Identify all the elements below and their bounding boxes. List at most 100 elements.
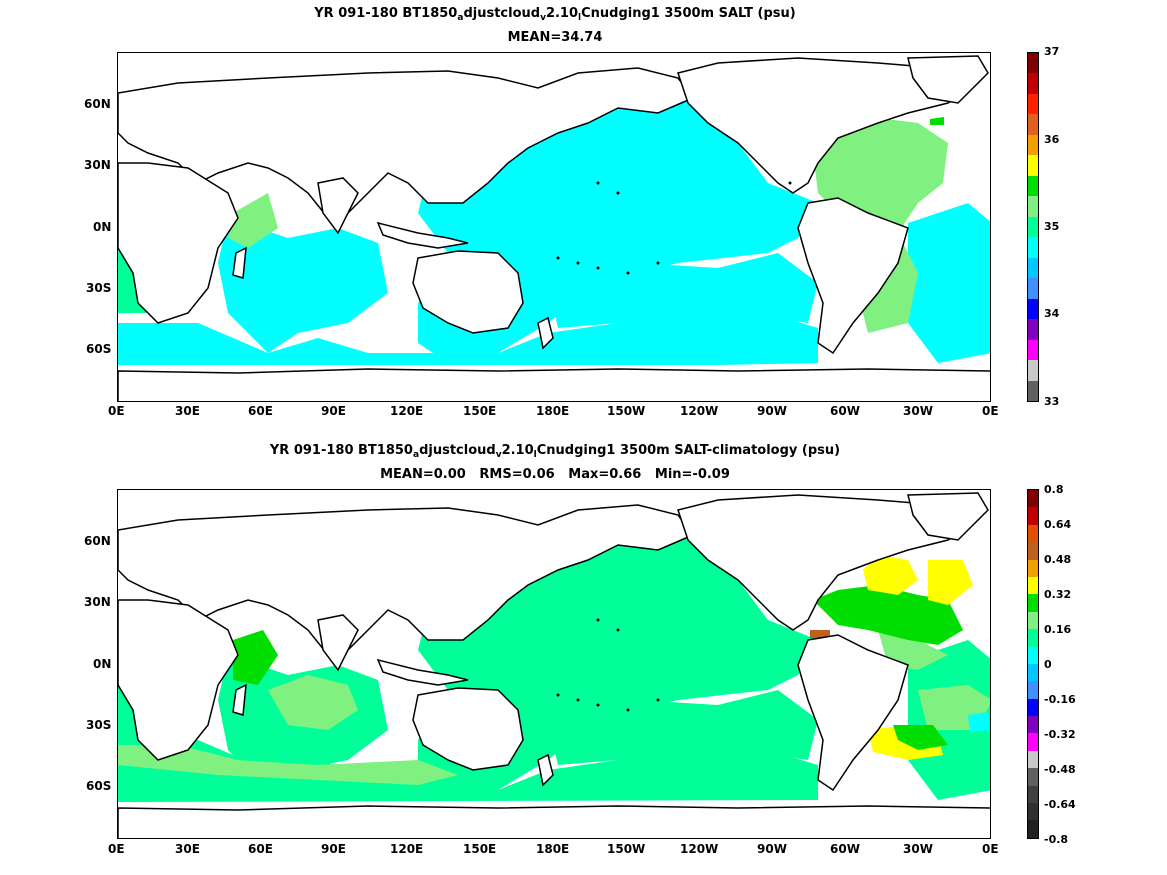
top-green-spot [930, 117, 944, 125]
top-south-america [797, 197, 909, 355]
bottom-title: YR 091-180 BT1850adjustcloudv2.10lCnudgi… [0, 443, 1110, 460]
colorbar-segment [1028, 278, 1038, 299]
top-colorbar-label: 37 [1044, 45, 1060, 58]
colorbar-segment [1028, 629, 1038, 647]
bottom-title-sub: v [495, 450, 502, 460]
bottom-y-tick: 60S [86, 779, 112, 793]
bottom-cyan-spot [968, 712, 990, 732]
top-title-sub: l [578, 13, 582, 23]
bottom-colorbar-label: 0.32 [1044, 588, 1072, 601]
bottom-colorbar-label: 0 [1044, 658, 1052, 671]
top-y-tick: 30N [84, 158, 111, 172]
bottom-x-tick: 150W [607, 842, 646, 856]
bottom-island [596, 703, 600, 707]
bottom-colorbar-label: -0.8 [1044, 833, 1069, 846]
colorbar-segment [1028, 360, 1038, 381]
top-colorbar-label: 36 [1044, 133, 1060, 146]
top-x-tick: 90E [321, 404, 346, 418]
colorbar-segment [1028, 559, 1038, 577]
bottom-island [656, 698, 660, 702]
bottom-x-tick: 120E [390, 842, 424, 856]
colorbar-segment [1028, 733, 1038, 751]
colorbar-segment [1028, 53, 1038, 74]
top-sw-indian-green-fill [228, 193, 278, 248]
colorbar-segment [1028, 380, 1038, 401]
top-indonesia [376, 221, 469, 249]
bottom-y-tick: 60N [84, 534, 111, 548]
top-x-tick: 90W [757, 404, 787, 418]
top-x-tick: 120W [680, 404, 719, 418]
colorbar-segment [1028, 646, 1038, 664]
bottom-x-tick: 60W [830, 842, 860, 856]
bottom-nz [537, 753, 554, 787]
top-x-tick: 60E [248, 404, 273, 418]
top-indian-fill [218, 218, 388, 353]
bottom-title-part: Cnudging1 3500m SALT-climatology (psu) [536, 443, 841, 458]
top-title-sub: v [540, 13, 546, 23]
top-island [626, 271, 630, 275]
top-greenland [907, 55, 989, 104]
colorbar-segment [1028, 681, 1038, 699]
bottom-title-sub: l [533, 450, 537, 460]
bottom-south-america [797, 634, 909, 792]
bottom-title-part: 2.10 [501, 443, 534, 458]
colorbar-segment [1028, 611, 1038, 630]
bottom-light-green-southern [118, 745, 458, 785]
top-x-tick: 150W [607, 404, 646, 418]
colorbar-segment [1028, 716, 1038, 734]
bottom-colorbar-label: 0.64 [1044, 518, 1072, 531]
colorbar-segment [1028, 73, 1038, 94]
top-y-tick: 60N [84, 97, 111, 111]
top-title-sub: a [457, 13, 464, 23]
top-africa [118, 162, 239, 324]
bottom-map-svg [118, 492, 990, 838]
bottom-australia [412, 687, 524, 771]
top-x-tick: 60W [830, 404, 860, 418]
colorbar-segment [1028, 768, 1038, 786]
top-land [118, 55, 990, 401]
bottom-yellow-atlantic-ne [928, 560, 973, 605]
bottom-title-part: YR 091-180 BT1850 [269, 443, 413, 458]
colorbar-segment [1028, 698, 1038, 717]
bottom-madagascar [232, 683, 247, 716]
top-colorbar [1027, 52, 1039, 402]
top-nz [537, 316, 554, 350]
bottom-stats: MEAN=0.00 RMS=0.06 Max=0.66 Min=-0.09 [380, 467, 730, 482]
bottom-africa [118, 599, 239, 761]
bottom-sw-pacific-fill [548, 690, 818, 765]
colorbar-segment [1028, 750, 1038, 769]
bottom-island [576, 698, 580, 702]
bottom-greenland [907, 492, 989, 541]
top-australia [412, 250, 524, 334]
top-island [556, 256, 560, 260]
top-title: YR 091-180 BT1850adjustcloudv2.10lCnudgi… [0, 6, 1110, 23]
colorbar-segment [1028, 803, 1038, 821]
bottom-island [616, 628, 620, 632]
top-title-part: Cnudging1 3500m SALT (psu) [581, 6, 796, 21]
bottom-title-part: djustcloud [419, 443, 496, 458]
bottom-colorbar-label: -0.48 [1044, 763, 1076, 776]
colorbar-segment [1028, 155, 1038, 176]
bottom-colorbar-label: 0.48 [1044, 553, 1072, 566]
bottom-x-tick: 90E [321, 842, 346, 856]
colorbar-segment [1028, 196, 1038, 217]
bottom-y-tick: 30N [84, 595, 111, 609]
top-x-tick: 150E [463, 404, 497, 418]
bottom-green-sw-indian [233, 630, 278, 685]
top-southern-fill [118, 313, 818, 365]
bottom-light-green-indian [268, 675, 358, 730]
colorbar-segment [1028, 298, 1038, 320]
top-x-tick: 30E [175, 404, 200, 418]
colorbar-segment [1028, 237, 1038, 258]
bottom-x-tick: 0E [982, 842, 999, 856]
top-antarctica [118, 368, 990, 401]
colorbar-segment [1028, 175, 1038, 197]
bottom-colorbar-label: 0.16 [1044, 623, 1072, 636]
bottom-india [317, 614, 359, 672]
bottom-y-tick: 0N [93, 657, 112, 671]
colorbar-segment [1028, 114, 1038, 135]
bottom-islands [556, 618, 660, 712]
bottom-y-tick: 30S [86, 718, 112, 732]
top-sw-pacific-fill [548, 253, 818, 328]
bottom-green-south-atlantic [893, 725, 948, 750]
